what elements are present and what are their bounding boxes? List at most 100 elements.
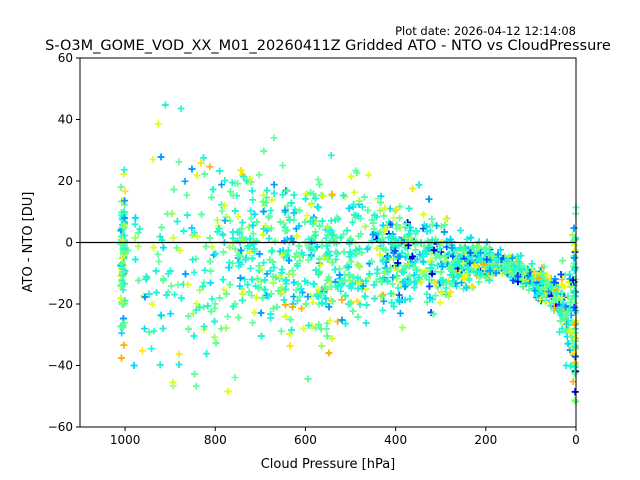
scatter-point (571, 363, 579, 371)
scatter-point (519, 276, 527, 283)
scatter-point (401, 296, 409, 304)
scatter-point (467, 249, 474, 257)
scatter-point (497, 246, 504, 254)
scatter-point (312, 195, 319, 202)
scatter-point (508, 254, 516, 262)
scatter-point (437, 268, 445, 276)
scatter-point (118, 354, 125, 362)
scatter-point (266, 256, 274, 264)
scatter-point (362, 319, 370, 327)
scatter-point (207, 308, 215, 315)
scatter-point (379, 291, 387, 299)
scatter-point (320, 289, 328, 297)
scatter-point (242, 254, 250, 262)
scatter-point (132, 214, 139, 222)
scatter-point (420, 258, 427, 266)
scatter-point (345, 204, 353, 212)
scatter-point (267, 267, 274, 275)
scatter-point (228, 179, 236, 186)
scatter-point (428, 215, 436, 223)
scatter-point (294, 262, 301, 270)
scatter-point (485, 277, 493, 284)
scatter-point (380, 227, 388, 235)
scatter-point (331, 266, 339, 274)
scatter-point (338, 296, 346, 304)
scatter-point (356, 279, 363, 286)
scatter-point (457, 227, 464, 234)
scatter-point (219, 276, 227, 284)
scatter-point (249, 240, 257, 248)
scatter-point (371, 211, 378, 219)
scatter-point (184, 281, 192, 288)
scatter-point (213, 216, 221, 224)
scatter-point (442, 284, 450, 292)
scatter-point (325, 349, 333, 357)
scatter-point (419, 225, 427, 233)
scatter-point (142, 273, 150, 280)
scatter-point (334, 283, 342, 291)
y-tick-label: −60 (48, 420, 73, 434)
scatter-point (302, 195, 309, 203)
scatter-point (396, 224, 404, 232)
scatter-point (204, 302, 212, 310)
scatter-point (377, 192, 385, 200)
scatter-point (283, 187, 291, 195)
scatter-point (373, 269, 381, 277)
scatter-point (558, 289, 566, 296)
scatter-point (460, 260, 467, 267)
y-tick-label: 20 (58, 174, 73, 188)
scatter-point (347, 300, 354, 307)
scatter-point (157, 153, 165, 161)
scatter-point (569, 378, 577, 385)
scatter-point (247, 207, 254, 215)
scatter-point (298, 305, 305, 312)
scatter-point (296, 207, 303, 214)
scatter-point (427, 257, 434, 264)
scatter-point (320, 254, 328, 262)
scatter-point (425, 244, 433, 252)
scatter-point (571, 321, 578, 329)
scatter-point (238, 296, 246, 304)
scatter-point (309, 299, 317, 306)
scatter-point (379, 222, 387, 229)
scatter-point (305, 242, 313, 250)
scatter-point (321, 283, 329, 290)
scatter-point (328, 190, 336, 198)
scatter-point (529, 274, 536, 282)
scatter-point (166, 267, 174, 275)
scatter-point (279, 191, 287, 199)
scatter-point (249, 221, 257, 229)
scatter-point (349, 307, 357, 315)
scatter-point (571, 307, 579, 315)
scatter-point (363, 245, 371, 253)
x-tick-label: 0 (572, 433, 580, 447)
scatter-point (246, 235, 254, 243)
scatter-point (423, 267, 430, 275)
scatter-point (240, 173, 247, 180)
scatter-point (410, 284, 418, 291)
scatter-point (141, 293, 149, 301)
scatter-point (380, 297, 388, 305)
scatter-point (351, 211, 358, 219)
scatter-point (315, 286, 323, 293)
x-tick-label: 1000 (110, 433, 141, 447)
scatter-point (406, 295, 414, 303)
scatter-point (275, 287, 282, 295)
scatter-point (278, 251, 286, 259)
scatter-point (243, 176, 251, 184)
scatter-point (324, 231, 332, 239)
scatter-point (567, 305, 574, 312)
scatter-point (269, 279, 277, 287)
scatter-point (349, 219, 356, 226)
scatter-point (425, 195, 433, 203)
scatter-point (280, 219, 288, 227)
scatter-point (327, 227, 334, 234)
scatter-point (283, 235, 291, 243)
scatter-point (317, 261, 324, 269)
scatter-point (234, 180, 242, 188)
scatter-point (381, 269, 389, 277)
scatter-point (285, 257, 293, 264)
x-tick-label: 200 (474, 433, 497, 447)
scatter-point (209, 186, 217, 193)
scatter-point (278, 265, 286, 273)
